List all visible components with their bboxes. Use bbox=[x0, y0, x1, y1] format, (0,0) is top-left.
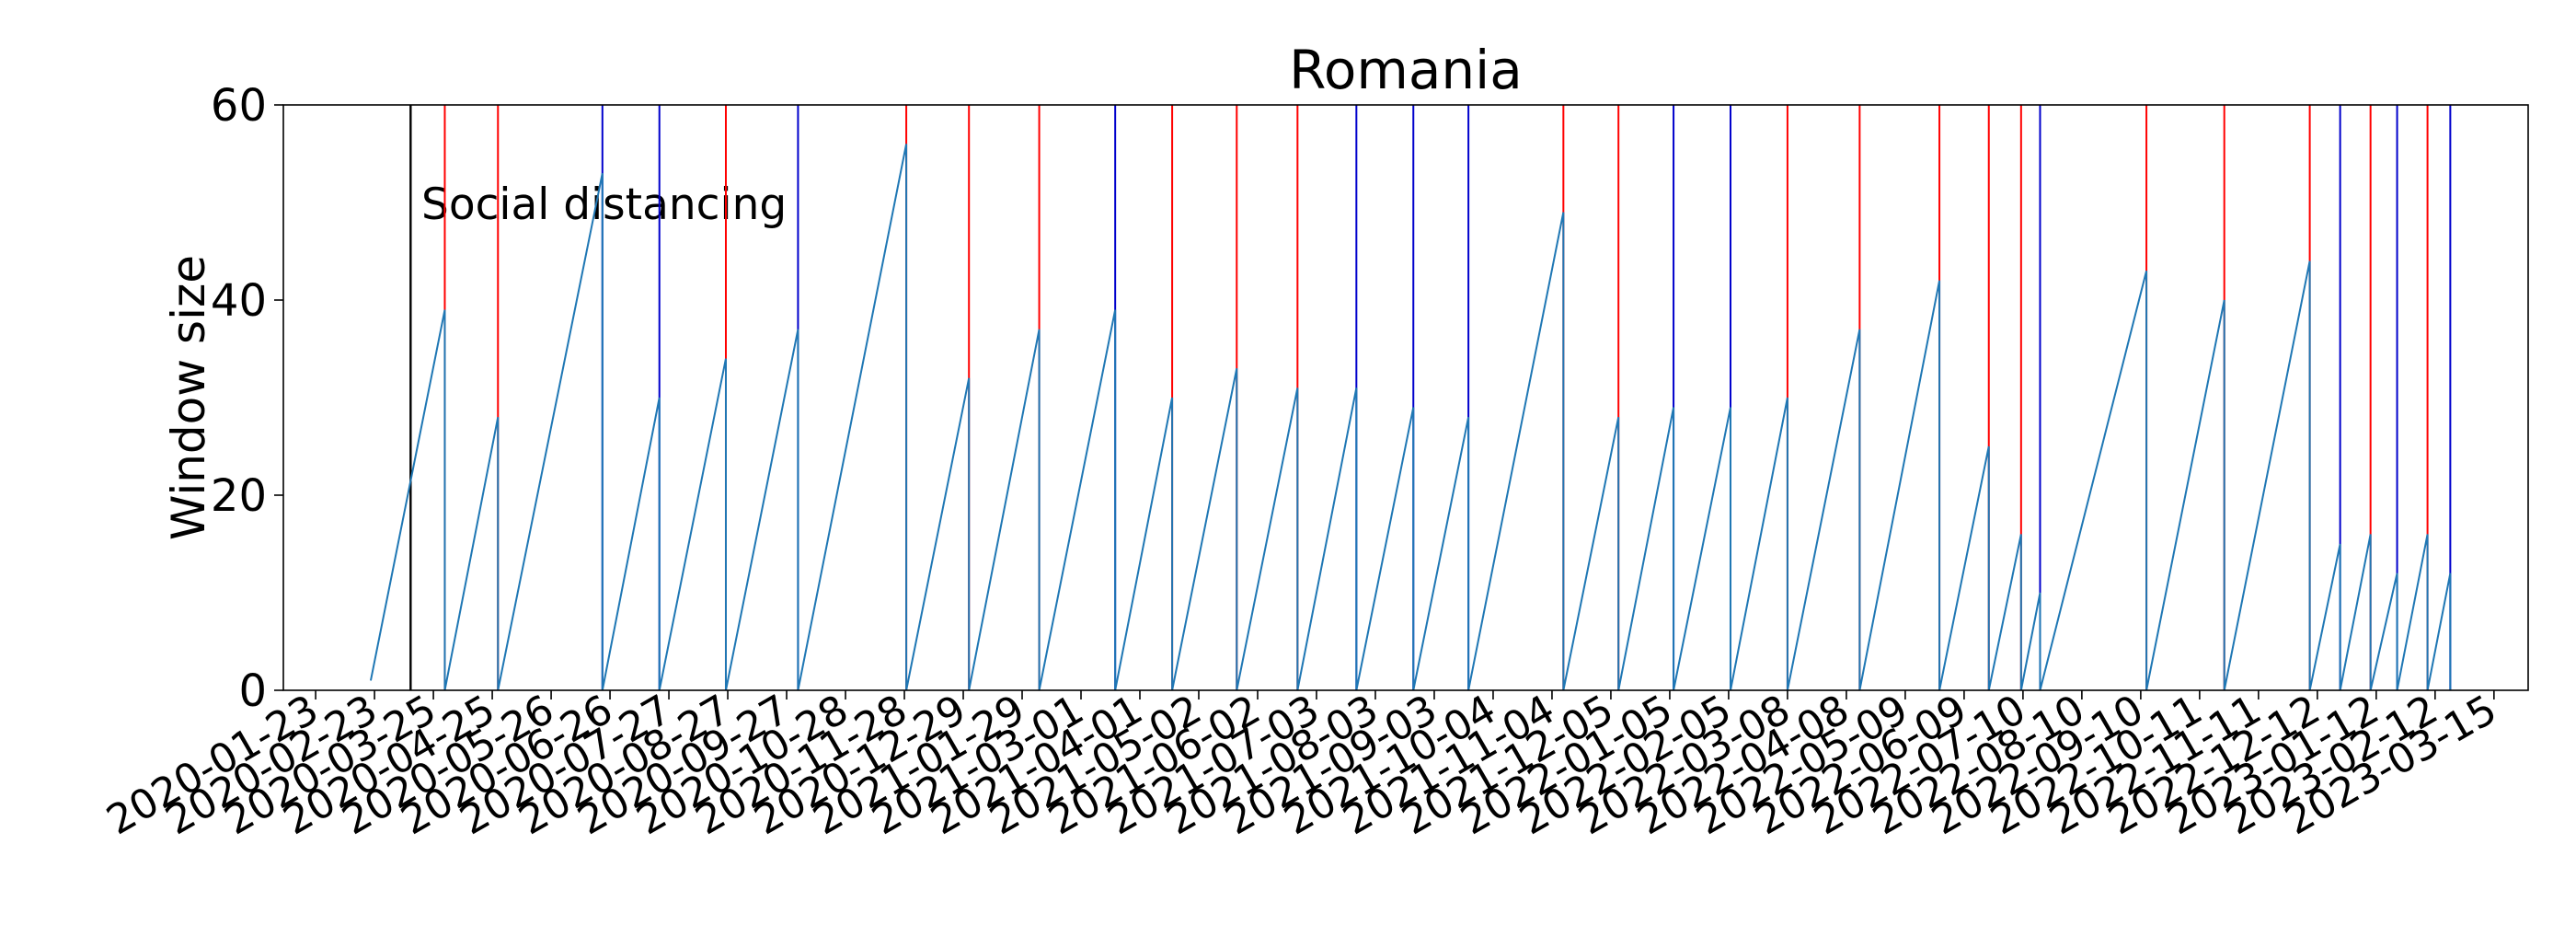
plot-frame bbox=[282, 104, 2529, 691]
y-tick-label: 60 bbox=[211, 80, 267, 132]
plot-layer: 02040602020-01-232020-02-232020-03-25202… bbox=[99, 80, 2505, 844]
y-axis-label: Window size bbox=[162, 255, 215, 540]
chart-title: Romania bbox=[1289, 39, 1523, 101]
y-tick-label: 20 bbox=[211, 470, 267, 522]
social-distancing-label: Social distancing bbox=[421, 179, 787, 230]
y-tick-label: 40 bbox=[211, 275, 267, 327]
y-tick-label: 0 bbox=[238, 665, 267, 717]
